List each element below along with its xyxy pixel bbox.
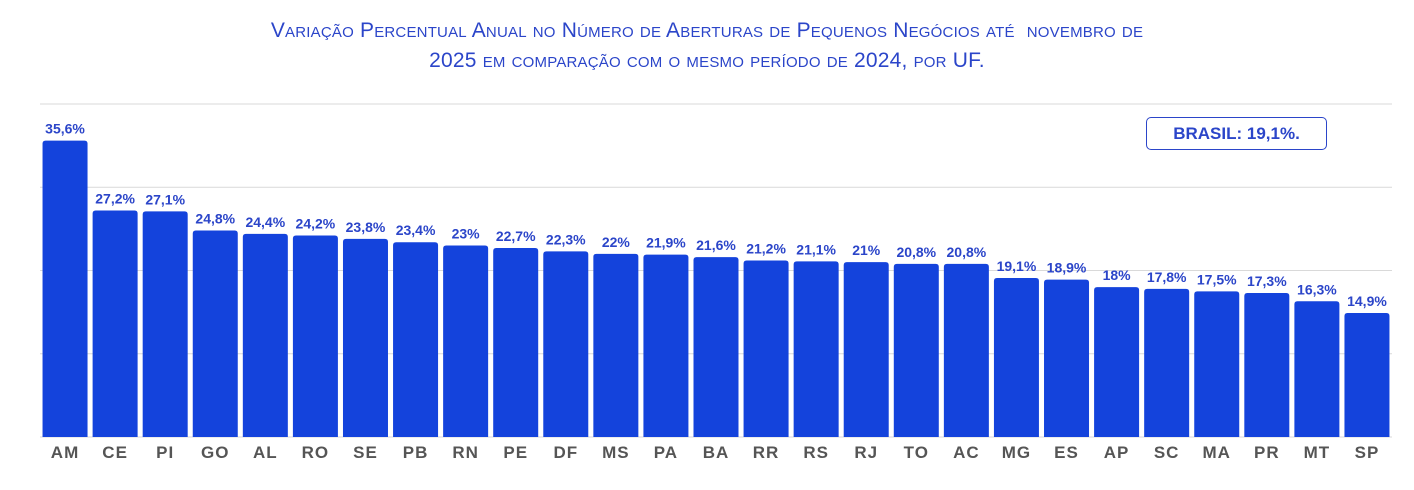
data-label: 23% [452, 226, 481, 242]
data-label: 23,4% [396, 222, 436, 238]
x-tick-label: PA [654, 443, 678, 462]
x-tick-label: AC [953, 443, 980, 462]
data-label: 22,3% [546, 231, 586, 247]
x-tick-label: MT [1304, 443, 1331, 462]
chart-title: Variação Percentual Anual no Número de A… [0, 16, 1414, 76]
bar-pb [393, 242, 439, 437]
data-label: 35,6% [45, 121, 85, 137]
x-tick-label: MA [1203, 443, 1231, 462]
data-label: 22,7% [496, 228, 536, 244]
bar-pa [643, 254, 689, 437]
data-label: 23,8% [346, 219, 386, 235]
bar-mt [1294, 301, 1340, 437]
data-label: 21,2% [746, 241, 786, 257]
x-tick-label: ES [1054, 443, 1079, 462]
x-tick-label: PI [156, 443, 174, 462]
bar-sc [1144, 288, 1190, 437]
x-tick-label: CE [102, 443, 128, 462]
x-tick-label: GO [201, 443, 229, 462]
data-label: 21% [852, 242, 881, 258]
bar-pr [1244, 292, 1290, 437]
bar-rs [793, 261, 839, 437]
data-label: 20,8% [947, 244, 987, 260]
bar-es [1044, 279, 1090, 437]
bar-ac [943, 263, 989, 437]
x-tick-label: AP [1104, 443, 1130, 462]
data-label: 16,3% [1297, 281, 1337, 297]
data-label: 24,2% [296, 216, 336, 232]
data-label: 24,8% [195, 211, 235, 227]
x-tick-label: RR [753, 443, 780, 462]
x-tick-label: DF [553, 443, 578, 462]
bar-rn [443, 245, 489, 437]
bar-ro [292, 235, 338, 437]
bar-pi [142, 211, 188, 437]
data-label: 21,6% [696, 237, 736, 253]
data-label: 19,1% [997, 258, 1037, 274]
x-tick-label: RO [302, 443, 330, 462]
data-label: 14,9% [1347, 293, 1387, 309]
bar-ms [593, 253, 639, 437]
data-label: 24,4% [245, 214, 285, 230]
bar-df [543, 251, 589, 437]
x-tick-label: MS [602, 443, 630, 462]
data-label: 22% [602, 234, 631, 250]
bar-am [42, 140, 88, 437]
bar-ba [693, 257, 739, 437]
data-label: 17,3% [1247, 273, 1287, 289]
data-label: 20,8% [896, 244, 936, 260]
data-label: 27,2% [95, 191, 135, 207]
x-tick-label: PE [503, 443, 528, 462]
bar-ap [1094, 287, 1140, 437]
bar-mg [993, 277, 1039, 437]
x-tick-label: MG [1002, 443, 1031, 462]
bar-ma [1194, 291, 1240, 437]
bar-sp [1344, 312, 1390, 437]
bar-to [893, 263, 939, 437]
data-label: 17,5% [1197, 271, 1237, 287]
x-tick-label: RN [452, 443, 479, 462]
x-tick-label: SP [1355, 443, 1380, 462]
x-tick-label: RJ [854, 443, 878, 462]
bar-rr [743, 260, 789, 437]
x-tick-label: BA [703, 443, 730, 462]
chart-title-line2: 2025 em comparação com o mesmo período d… [429, 49, 985, 72]
data-label: 27,1% [145, 191, 185, 207]
bar-pe [493, 248, 539, 437]
bar-go [192, 230, 238, 437]
bar-se [342, 238, 388, 437]
data-label: 17,8% [1147, 269, 1187, 285]
data-label: 21,1% [796, 241, 836, 257]
x-tick-label: AL [253, 443, 278, 462]
bar-ce [92, 210, 138, 437]
data-label: 18,9% [1047, 260, 1087, 276]
brasil-annotation-badge: BRASIL: 19,1%. [1146, 117, 1327, 150]
data-label: 21,9% [646, 235, 686, 251]
x-tick-label: SC [1154, 443, 1180, 462]
x-tick-label: PB [403, 443, 429, 462]
data-label: 18% [1103, 267, 1132, 283]
x-tick-label: AM [51, 443, 79, 462]
x-tick-label: TO [904, 443, 929, 462]
x-tick-label: RS [803, 443, 829, 462]
chart-title-line1: Variação Percentual Anual no Número de A… [270, 19, 1144, 42]
bar-al [242, 233, 288, 437]
bar-rj [843, 262, 889, 437]
x-tick-label: PR [1254, 443, 1280, 462]
x-tick-label: SE [353, 443, 378, 462]
